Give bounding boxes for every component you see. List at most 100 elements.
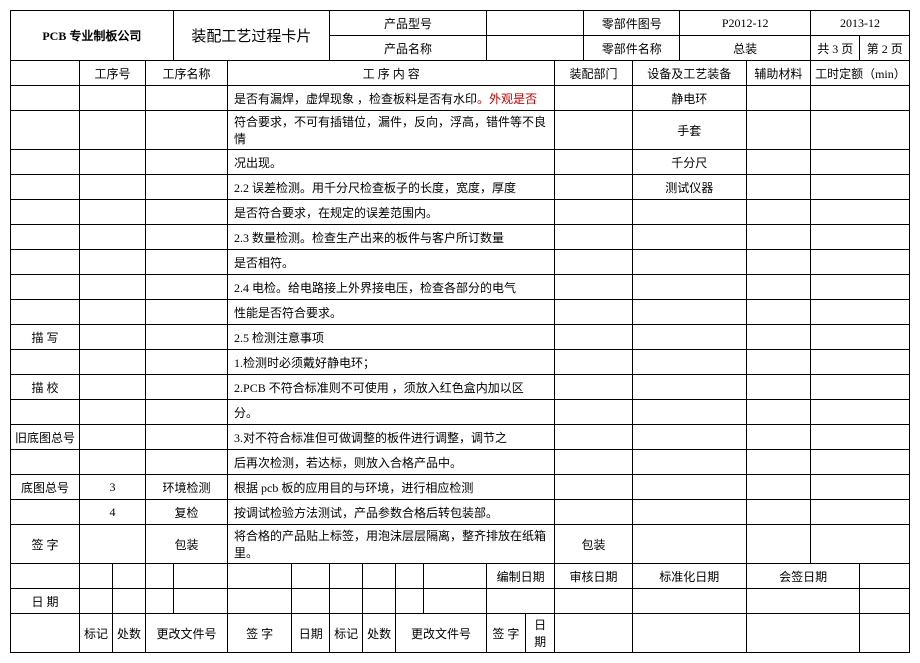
page-total: 共 3 页: [811, 36, 860, 61]
seq-cell: 4: [80, 500, 146, 525]
table-row: 是否有漏焊，虚焊现象 ，检查板料是否有水印。外观是否静电环: [11, 86, 910, 111]
dept-cell: [555, 400, 632, 425]
change-file-2: 更改文件号: [396, 614, 487, 653]
material-cell: [746, 450, 810, 475]
time-cell: [811, 500, 910, 525]
table-row: 2.4 电检。给电路接上外界接电压，检查各部分的电气: [11, 275, 910, 300]
material-cell: [746, 150, 810, 175]
name-cell: [146, 225, 228, 250]
material-cell: [746, 425, 810, 450]
equip-cell: [632, 325, 746, 350]
equip-cell: [632, 275, 746, 300]
name-cell: [146, 325, 228, 350]
page-current: 第 2 页: [860, 36, 910, 61]
material-cell: [746, 200, 810, 225]
header-row-1: PCB 专业制板公司 装配工艺过程卡片 产品型号 零部件图号 P2012-12 …: [11, 11, 910, 36]
side-label: [11, 111, 80, 150]
seq-cell: [80, 350, 146, 375]
dept-cell: [555, 86, 632, 111]
name-cell: [146, 200, 228, 225]
equip-cell: 测试仪器: [632, 175, 746, 200]
content-cell: 按调试检验方法测试，产品参数合格后转包装部。: [228, 500, 555, 525]
side-label: [11, 500, 80, 525]
material-cell: [746, 175, 810, 200]
name-cell: [146, 250, 228, 275]
material-cell: [746, 350, 810, 375]
name-cell: [146, 375, 228, 400]
col-name: 工序名称: [146, 61, 228, 86]
name-cell: 包装: [146, 525, 228, 564]
equip-cell: 静电环: [632, 86, 746, 111]
col-material: 辅助材料: [746, 61, 810, 86]
equip-cell: [632, 450, 746, 475]
side-label: [11, 250, 80, 275]
table-row: 1.检测时必须戴好静电环；: [11, 350, 910, 375]
table-row: 性能是否符合要求。: [11, 300, 910, 325]
material-cell: [746, 250, 810, 275]
compile-date-label: 编制日期: [486, 564, 554, 589]
date-2: 日期: [525, 614, 555, 653]
material-cell: [746, 325, 810, 350]
equip-cell: [632, 475, 746, 500]
mark-1: 标记: [80, 614, 113, 653]
name-cell: [146, 150, 228, 175]
equip-cell: [632, 375, 746, 400]
seq-cell: [80, 86, 146, 111]
time-cell: [811, 325, 910, 350]
equip-cell: [632, 500, 746, 525]
time-cell: [811, 475, 910, 500]
seq-cell: [80, 225, 146, 250]
change-file-1: 更改文件号: [146, 614, 228, 653]
table-row: 旧底图总号3.对不符合标准但可做调整的板件进行调整，调节之: [11, 425, 910, 450]
table-row: 描 校2.PCB 不符合标准则不可使用 ，须放入红色盒内加以区: [11, 375, 910, 400]
side-label: [11, 225, 80, 250]
side-label: [11, 350, 80, 375]
side-label: [11, 150, 80, 175]
col-content: 工 序 内 容: [228, 61, 555, 86]
dept-cell: [555, 450, 632, 475]
dept-cell: [555, 111, 632, 150]
standard-date-label: 标准化日期: [632, 564, 746, 589]
material-cell: [746, 525, 810, 564]
card-title: 装配工艺过程卡片: [173, 11, 329, 61]
content-cell: 根据 pcb 板的应用目的与环境，进行相应检测: [228, 475, 555, 500]
content-cell: 性能是否符合要求。: [228, 300, 555, 325]
dept-cell: [555, 500, 632, 525]
dept-cell: [555, 375, 632, 400]
seq-cell: [80, 425, 146, 450]
change-record-row: 标记 处数 更改文件号 签 字 日期 标记 处数 更改文件号 签 字 日期: [11, 614, 910, 653]
dept-cell: 包装: [555, 525, 632, 564]
time-cell: [811, 350, 910, 375]
part-drawing: P2012-12: [680, 11, 811, 36]
cosign-date-label: 会签日期: [746, 564, 860, 589]
content-cell: 后再次检测，若达标，则放入合格产品中。: [228, 450, 555, 475]
table-row: 是否相符。: [11, 250, 910, 275]
time-cell: [811, 300, 910, 325]
column-header-row: 工序号 工序名称 工 序 内 容 装配部门 设备及工艺装备 辅助材料 工时定额（…: [11, 61, 910, 86]
process-card-table: PCB 专业制板公司 装配工艺过程卡片 产品型号 零部件图号 P2012-12 …: [10, 10, 910, 653]
material-cell: [746, 275, 810, 300]
name-cell: 复检: [146, 500, 228, 525]
side-blank: [11, 61, 80, 86]
name-cell: [146, 400, 228, 425]
content-cell: 将合格的产品贴上标签，用泡沫层层隔离，整齐排放在纸箱里。: [228, 525, 555, 564]
equip-cell: [632, 400, 746, 425]
content-cell: 2.2 误差检测。用千分尺检查板子的长度，宽度，厚度: [228, 175, 555, 200]
side-label: [11, 400, 80, 425]
side-label: [11, 86, 80, 111]
name-cell: [146, 86, 228, 111]
table-row: 符合要求，不可有插错位，漏件，反向，浮高，错件等不良情手套: [11, 111, 910, 150]
material-cell: [746, 86, 810, 111]
equip-cell: [632, 200, 746, 225]
time-cell: [811, 375, 910, 400]
material-cell: [746, 375, 810, 400]
dept-cell: [555, 475, 632, 500]
content-cell: 1.检测时必须戴好静电环；: [228, 350, 555, 375]
seq-cell: [80, 300, 146, 325]
seq-cell: [80, 111, 146, 150]
seq-cell: 3: [80, 475, 146, 500]
seq-cell: [80, 325, 146, 350]
mark-2: 标记: [330, 614, 363, 653]
product-name: [486, 36, 583, 61]
equip-cell: [632, 250, 746, 275]
